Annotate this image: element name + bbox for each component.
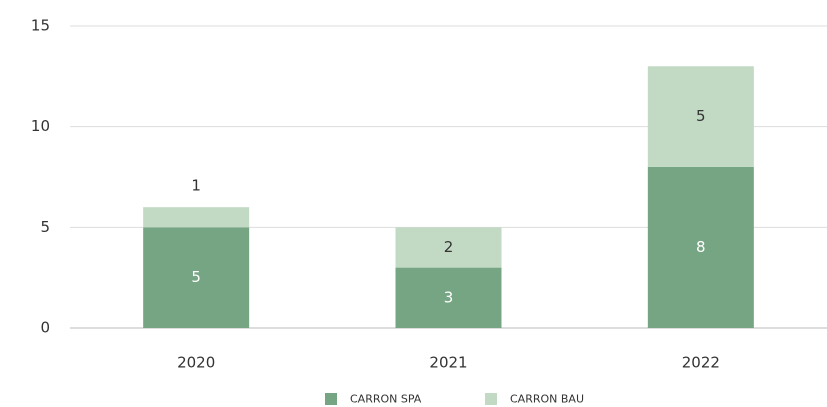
y-tick-label: 0 <box>40 319 50 337</box>
bar-segment <box>395 267 502 328</box>
y-tick-label: 15 <box>31 17 50 35</box>
data-label: 5 <box>191 268 201 286</box>
data-label: 5 <box>696 107 706 125</box>
data-label: 2 <box>444 238 454 256</box>
x-tick-label: 2021 <box>429 354 467 372</box>
bar-segment <box>395 227 502 268</box>
bar-segment <box>143 227 250 328</box>
data-label: 3 <box>444 288 454 306</box>
x-tick-label: 2020 <box>177 354 215 372</box>
x-tick-label: 2022 <box>682 354 720 372</box>
data-label: 1 <box>191 177 201 195</box>
y-tick-label: 10 <box>31 117 50 135</box>
legend-swatch <box>325 393 337 405</box>
legend-label: CARRON BAU <box>510 393 584 406</box>
data-label: 8 <box>696 238 706 256</box>
bar-segment <box>647 166 754 328</box>
y-tick-label: 5 <box>40 218 50 236</box>
bar-segment <box>143 207 250 228</box>
legend-label: CARRON SPA <box>350 393 422 406</box>
legend-swatch <box>485 393 497 405</box>
bar-segment <box>647 66 754 167</box>
